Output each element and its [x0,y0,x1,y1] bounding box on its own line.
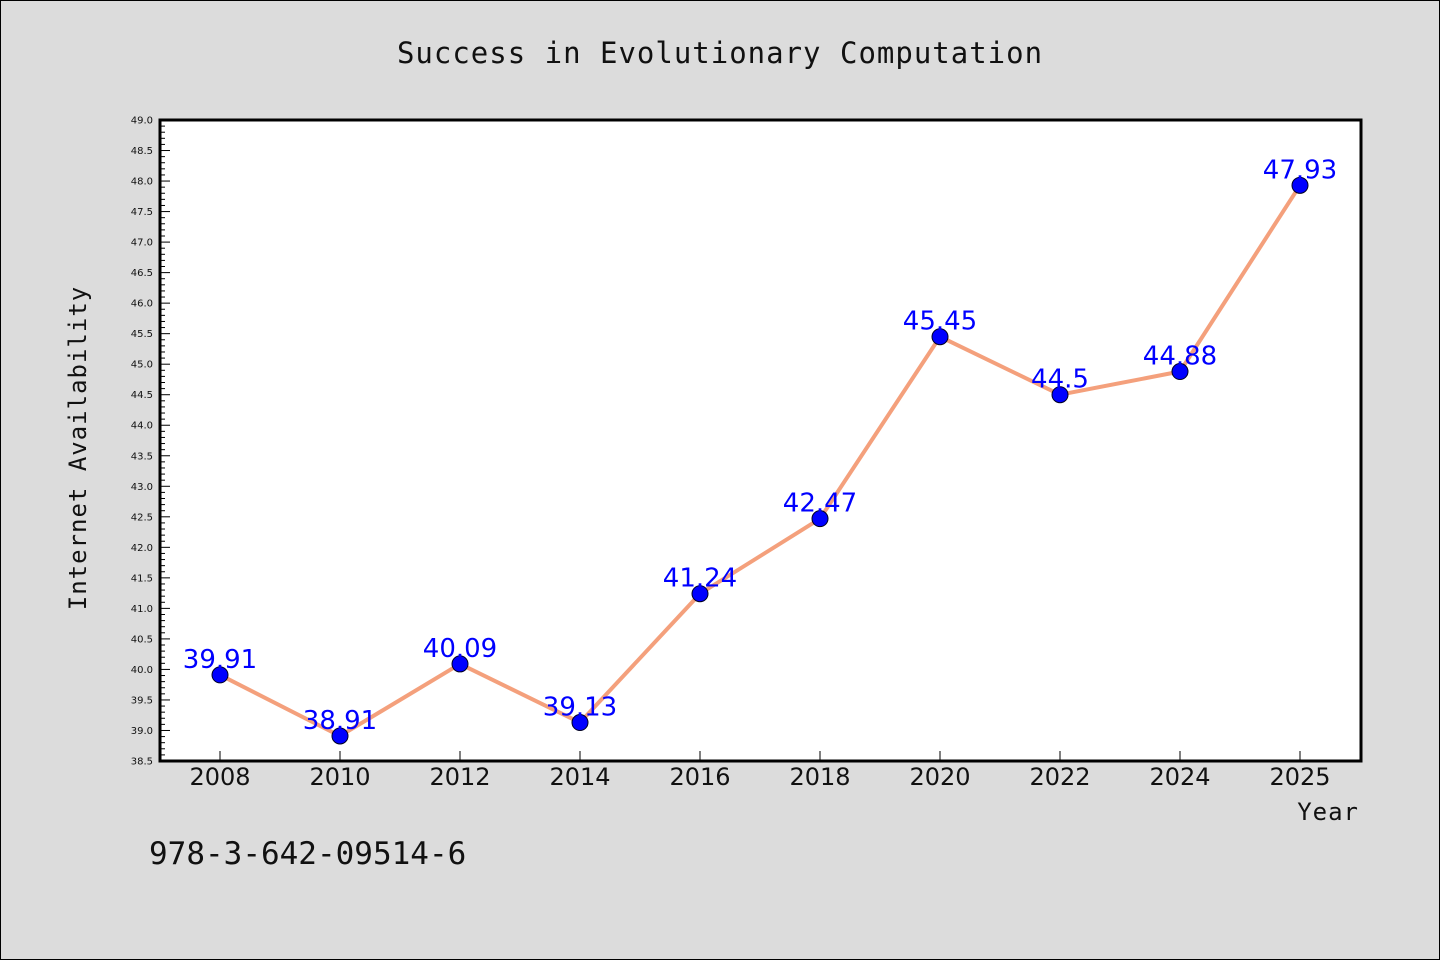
y-tick-label: 47.5 [131,207,153,218]
data-point [1171,363,1189,381]
y-tick-label: 40.5 [131,634,153,645]
y-tick-label: 44.5 [131,390,153,401]
y-tick-label: 49.0 [131,116,153,127]
x-tick-label: 2012 [429,763,490,791]
y-tick-label: 46.0 [131,299,153,310]
data-point [451,655,469,673]
data-label: 41.24 [663,564,737,594]
y-tick-label: 46.5 [131,268,153,279]
y-axis: 38.5 39.0 39.5 40.0 40.5 41.0 41.5 42.0 42.5 43.0… [131,116,170,768]
y-tick-label: 44.0 [131,421,153,432]
isbn-text: 978-3-642-09514-6 [149,836,466,872]
data-point [571,714,589,732]
y-axis-label: Internet Availability [64,286,92,610]
data-label: 38.91 [303,706,377,736]
x-tick-label: 2018 [789,763,850,791]
data-labels: 39.91 38.91 40.09 39.13 41.24 42.47 45.45 44.5 4… [183,155,1337,736]
x-axis: 2008 2010 2012 2014 2016 2018 2020 2022 2024 2025 [189,751,1331,791]
data-label: 39.91 [183,645,257,675]
y-tick-label: 42.5 [131,512,153,523]
data-label: 39.13 [543,693,617,723]
data-point [811,510,829,528]
data-label: 44.5 [1031,365,1089,395]
y-tick-label: 43.5 [131,451,153,462]
y-tick-label: 42.0 [131,543,153,554]
data-point [1051,386,1069,404]
data-label: 47.93 [1263,155,1337,185]
x-tick-label: 2016 [669,763,730,791]
x-tick-label: 2024 [1149,763,1210,791]
chart-title: Success in Evolutionary Computation [397,36,1043,70]
data-point [211,666,229,684]
plot-border [158,118,1363,763]
plot-area [160,120,1361,761]
y-tick-label: 38.5 [131,757,153,768]
x-axis-label: Year [1297,798,1359,826]
data-label: 44.88 [1143,342,1217,372]
x-tick-label: 2022 [1029,763,1090,791]
y-tick-label: 41.0 [131,604,153,615]
y-tick-label: 40.0 [131,665,153,676]
y-tick-label: 39.0 [131,726,153,737]
x-tick-label: 2010 [309,763,370,791]
y-tick-label: 41.5 [131,573,153,584]
data-point [331,727,349,745]
data-label: 45.45 [903,307,977,337]
y-tick-label: 45.5 [131,329,153,340]
y-tick-label: 48.0 [131,177,153,188]
y-tick-label: 45.0 [131,360,153,371]
data-point [1291,176,1309,194]
x-tick-label: 2025 [1269,763,1330,791]
x-tick-label: 2020 [909,763,970,791]
data-point [931,328,949,346]
data-label: 42.47 [783,489,857,519]
y-tick-label: 48.5 [131,146,153,157]
data-label: 40.09 [423,634,497,664]
data-point [691,585,709,603]
x-tick-label: 2008 [189,763,250,791]
y-tick-label: 43.0 [131,482,153,493]
y-tick-label: 47.0 [131,238,153,249]
x-tick-label: 2014 [549,763,610,791]
y-tick-label: 39.5 [131,695,153,706]
data-markers [211,176,1309,745]
series-line [219,184,1302,738]
